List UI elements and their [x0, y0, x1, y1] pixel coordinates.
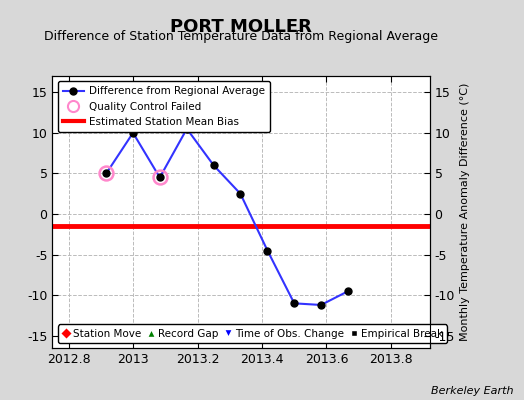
- Legend: Station Move, Record Gap, Time of Obs. Change, Empirical Break: Station Move, Record Gap, Time of Obs. C…: [58, 324, 447, 343]
- Text: Berkeley Earth: Berkeley Earth: [431, 386, 514, 396]
- Text: Difference of Station Temperature Data from Regional Average: Difference of Station Temperature Data f…: [44, 30, 438, 43]
- Text: PORT MOLLER: PORT MOLLER: [170, 18, 312, 36]
- Y-axis label: Monthly Temperature Anomaly Difference (°C): Monthly Temperature Anomaly Difference (…: [461, 83, 471, 341]
